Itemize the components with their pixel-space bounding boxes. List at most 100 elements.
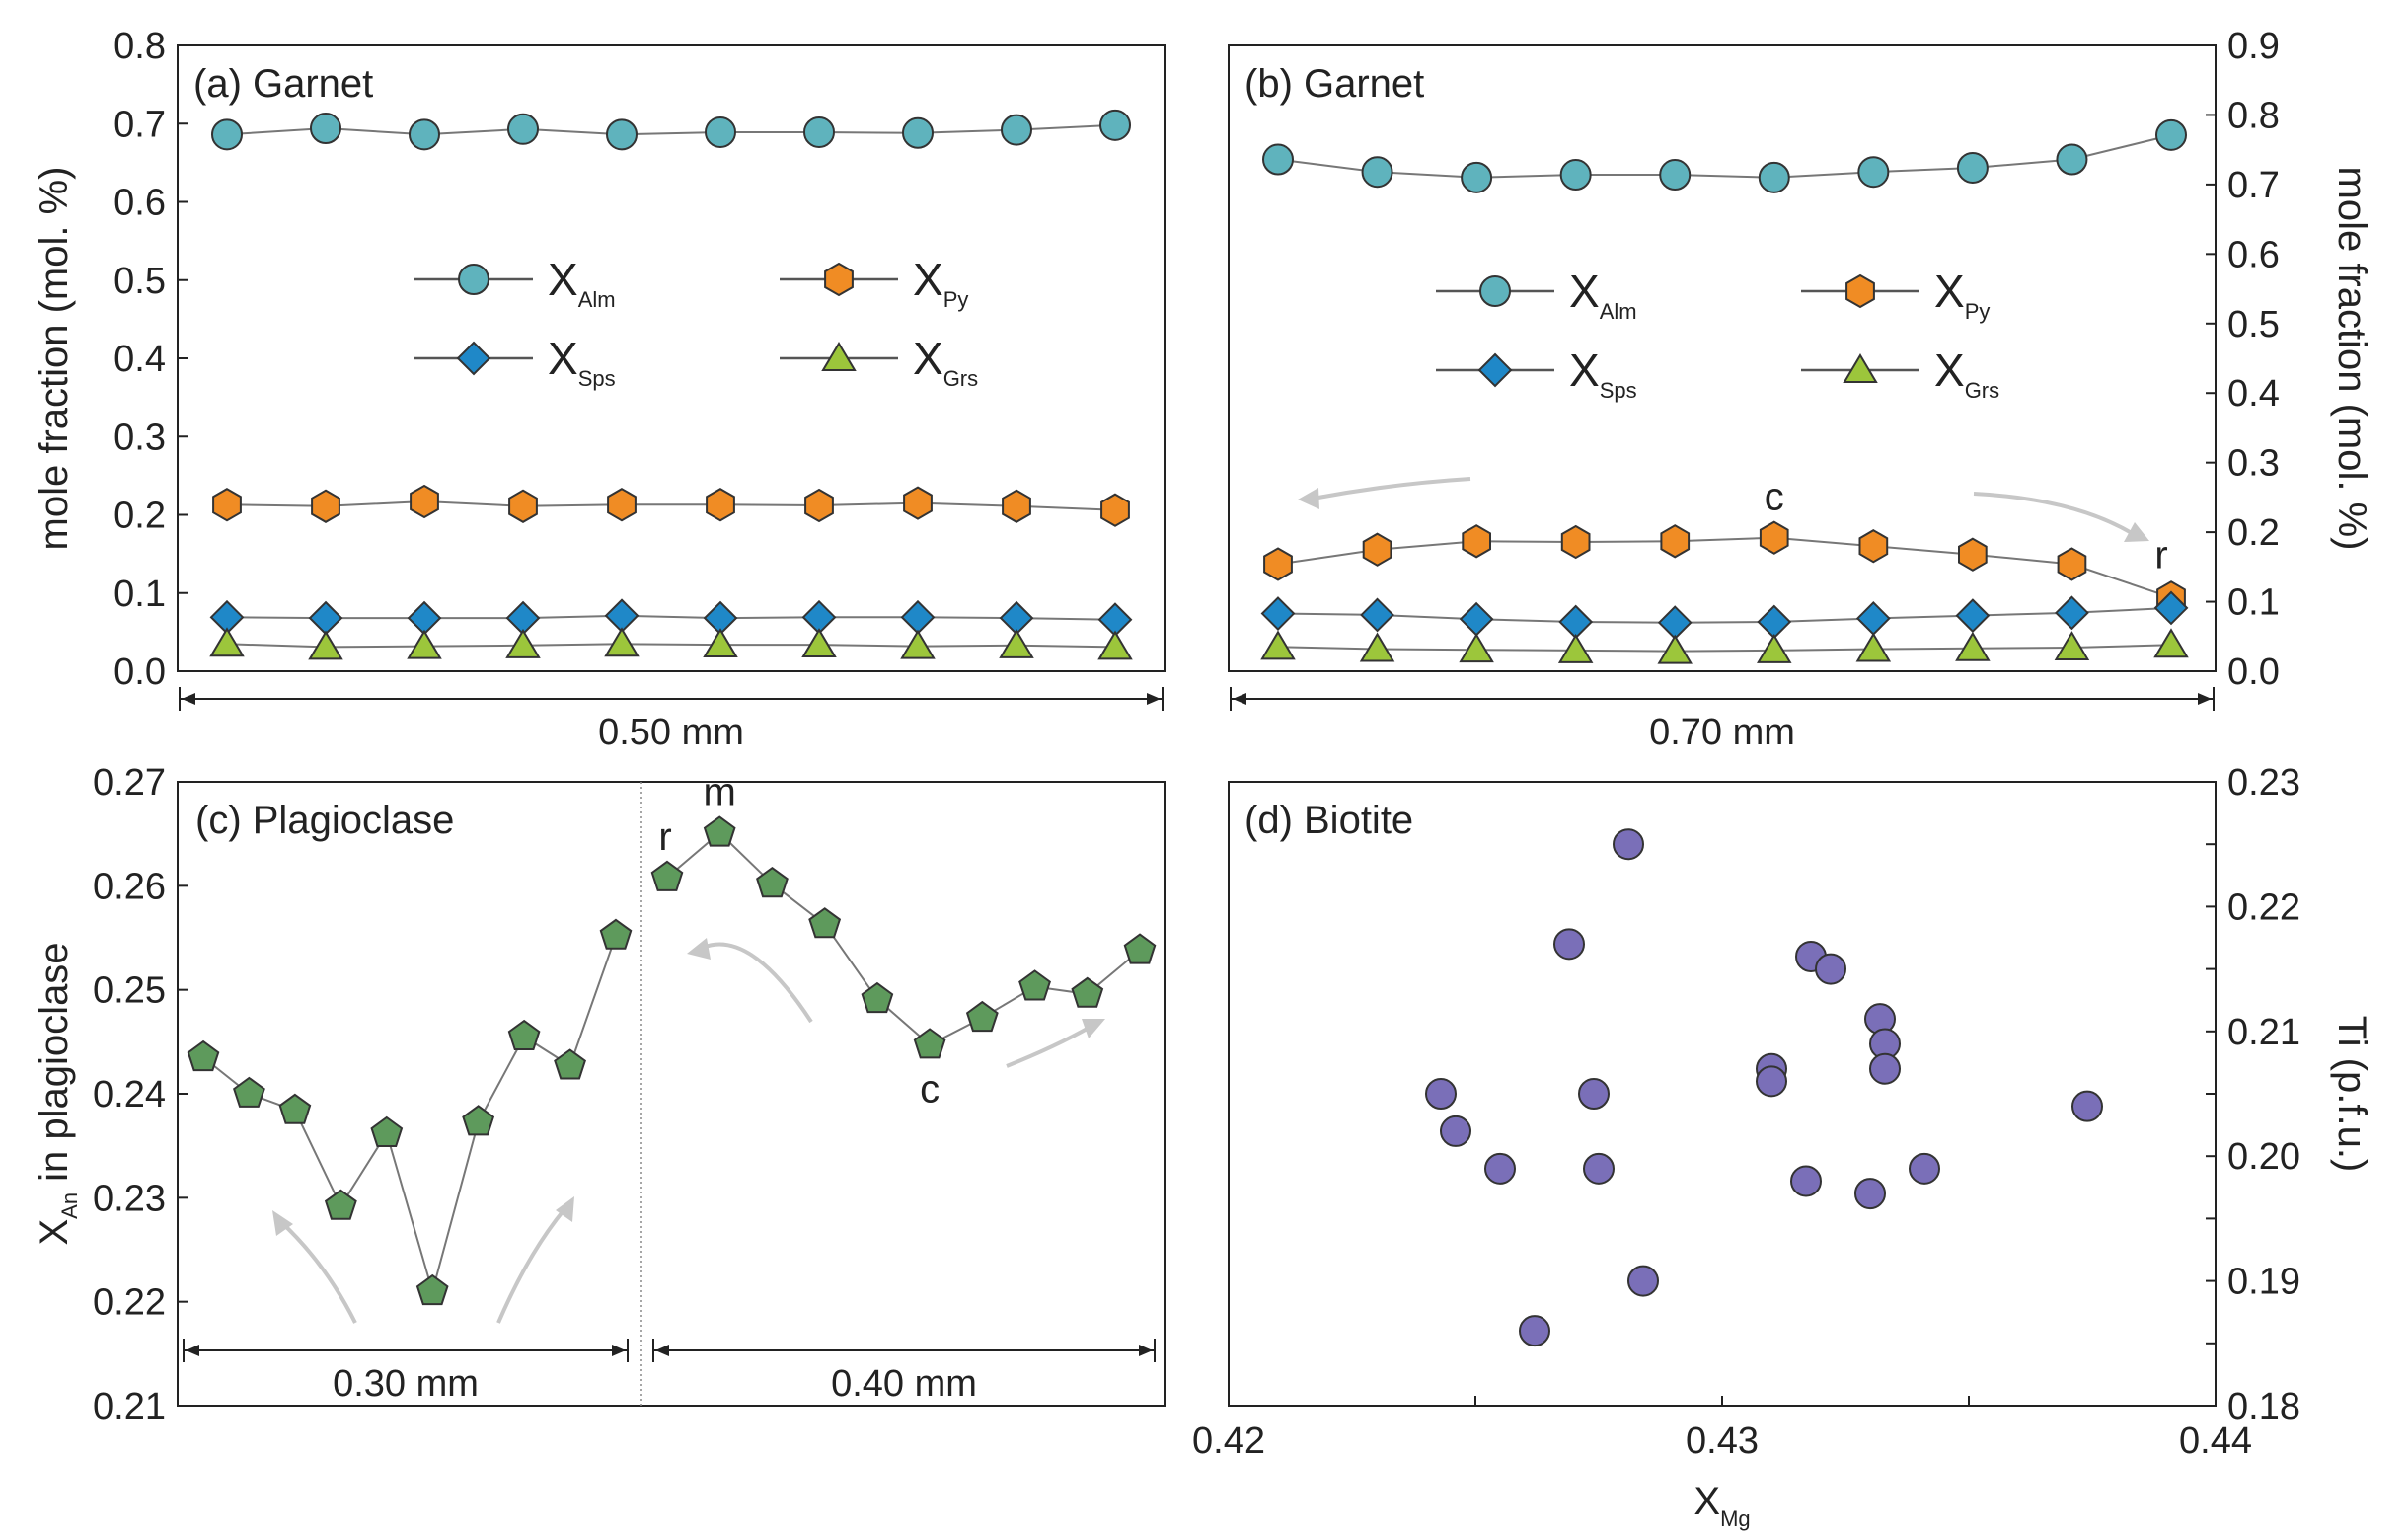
trend-arrow-b-left-head bbox=[1298, 488, 1319, 509]
scatter-point-d-15 bbox=[1583, 1152, 1615, 1185]
point-b-Alm-8 bbox=[1956, 151, 1989, 184]
point-b-Grs-6 bbox=[1757, 633, 1792, 663]
point-b-Grs-9 bbox=[2054, 631, 2090, 661]
y-tick-label-c-5: 0.26 bbox=[93, 866, 166, 907]
series-line-b-Alm bbox=[1277, 133, 2172, 179]
legend-b-marker-Sps bbox=[1477, 352, 1513, 388]
point-c-right-7 bbox=[965, 1000, 999, 1033]
y-tick-label-d-5: 0.23 bbox=[2227, 762, 2300, 804]
span-c-right-head-left bbox=[655, 1345, 669, 1356]
point-b-Sps-3 bbox=[1459, 601, 1494, 637]
point-a-Grs-6 bbox=[703, 628, 738, 658]
span-b-head-left bbox=[1233, 693, 1246, 705]
series-line-a-Py bbox=[226, 500, 1116, 511]
point-a-Grs-2 bbox=[308, 630, 343, 660]
y-tick-label-b-3: 0.3 bbox=[2227, 443, 2280, 485]
y-tick-label-a-1: 0.1 bbox=[113, 574, 166, 615]
panel-title-c: (c) Plagioclase bbox=[195, 799, 454, 842]
panel-d-biotite: 0.42 0.43 0.440.18 0.19 0.20 0.21 0.22 0.23 Ti (… bbox=[1192, 762, 2373, 1531]
panel-b-garnet: 0.0 0.1 0.2 0.3 0.4 0.5 0.6 0.7 0.8 0.9 mole fract… bbox=[1228, 26, 2373, 753]
series-line-a-Alm bbox=[226, 123, 1116, 136]
scatter-point-d-11 bbox=[1578, 1078, 1610, 1110]
y-tick-label-c-6: 0.27 bbox=[93, 762, 166, 804]
scatter-point-d-4 bbox=[1815, 953, 1846, 985]
series-line-c-left bbox=[202, 935, 617, 1295]
trend-arrow-c-4 bbox=[1006, 1025, 1091, 1068]
point-a-Py-10 bbox=[1100, 493, 1130, 527]
point-c-right-5 bbox=[861, 981, 894, 1014]
y-tick-label-d-2: 0.20 bbox=[2227, 1136, 2300, 1178]
point-b-Grs-8 bbox=[1955, 631, 1991, 661]
y-tick-label-c-4: 0.25 bbox=[93, 970, 166, 1012]
annotation-rim-c: r bbox=[658, 815, 671, 859]
point-b-Sps-8 bbox=[1955, 598, 1991, 634]
point-a-Grs-5 bbox=[604, 627, 640, 657]
span-b-head-right bbox=[2198, 693, 2212, 705]
point-b-Py-5 bbox=[1660, 524, 1691, 559]
scatter-point-d-12 bbox=[2071, 1090, 2103, 1122]
panel-a-garnet: 0.0 0.1 0.2 0.3 0.4 0.5 0.6 0.7 0.8 mole fraction… bbox=[33, 26, 1166, 753]
point-c-left-3 bbox=[278, 1093, 312, 1124]
panel-title-b: (b) Garnet bbox=[1244, 62, 1424, 106]
point-b-Py-1 bbox=[1263, 547, 1293, 581]
point-b-Py-3 bbox=[1462, 524, 1491, 559]
point-b-Grs-7 bbox=[1855, 632, 1892, 662]
point-b-Sps-7 bbox=[1855, 601, 1891, 636]
point-c-left-10 bbox=[599, 918, 633, 950]
point-a-Alm-4 bbox=[507, 113, 539, 145]
y-axis-label-d: Ti (p.f.u.) bbox=[2330, 1016, 2373, 1173]
trend-arrow-c-4-head bbox=[1082, 1019, 1105, 1038]
point-b-Alm-5 bbox=[1659, 159, 1692, 192]
scatter-point-d-1 bbox=[1613, 828, 1644, 861]
scatter-point-d-17 bbox=[1790, 1165, 1822, 1197]
point-a-Grs-9 bbox=[999, 628, 1034, 658]
span-c-left-head-left bbox=[186, 1345, 199, 1356]
point-c-left-4 bbox=[324, 1189, 357, 1220]
legend-a-label-Grs: XGrs bbox=[913, 333, 978, 391]
legend-a-marker-Py bbox=[824, 262, 854, 297]
point-b-Sps-5 bbox=[1657, 605, 1693, 641]
scatter-point-d-2 bbox=[1553, 928, 1585, 961]
point-c-right-9 bbox=[1071, 976, 1104, 1008]
point-a-Py-2 bbox=[311, 489, 340, 523]
point-b-Py-6 bbox=[1759, 520, 1789, 555]
series-line-a-Sps bbox=[226, 614, 1116, 621]
point-a-Alm-3 bbox=[409, 118, 440, 151]
point-a-Sps-2 bbox=[308, 600, 343, 636]
legend-a-label-Alm: XAlm bbox=[548, 254, 616, 312]
point-a-Grs-3 bbox=[407, 629, 442, 659]
point-a-Sps-5 bbox=[604, 598, 640, 634]
point-a-Alm-9 bbox=[1001, 114, 1032, 146]
scatter-point-d-7 bbox=[1869, 1052, 1901, 1085]
annotation-core-c: c bbox=[920, 1067, 940, 1111]
span-c-left-head-right bbox=[612, 1345, 626, 1356]
x-tick-label-d-1: 0.43 bbox=[1686, 1421, 1759, 1462]
point-a-Grs-8 bbox=[900, 629, 936, 659]
point-a-Py-5 bbox=[607, 488, 637, 522]
series-line-b-Grs bbox=[1277, 644, 2172, 653]
point-b-Grs-5 bbox=[1657, 634, 1693, 664]
point-a-Alm-1 bbox=[211, 118, 243, 151]
scatter-point-d-16 bbox=[1909, 1152, 1940, 1185]
annotation-rim-b: r bbox=[2154, 533, 2167, 577]
legend-b-marker-Py bbox=[1845, 273, 1875, 309]
point-a-Py-9 bbox=[1002, 489, 1031, 523]
point-a-Py-7 bbox=[804, 488, 834, 523]
y-tick-label-c-0: 0.21 bbox=[93, 1386, 166, 1427]
point-b-Alm-2 bbox=[1361, 156, 1393, 189]
point-a-Sps-3 bbox=[407, 600, 442, 636]
trend-arrow-b-left bbox=[1312, 477, 1471, 500]
y-tick-label-a-7: 0.7 bbox=[113, 104, 166, 145]
point-b-Alm-1 bbox=[1262, 143, 1294, 176]
y-tick-label-d-1: 0.19 bbox=[2227, 1262, 2300, 1303]
point-a-Grs-4 bbox=[505, 628, 541, 658]
point-a-Py-8 bbox=[903, 486, 933, 520]
y-tick-label-b-7: 0.7 bbox=[2227, 165, 2280, 206]
x-tick-label-d-0: 0.42 bbox=[1192, 1421, 1265, 1462]
y-tick-label-d-3: 0.21 bbox=[2227, 1012, 2300, 1053]
point-a-Grs-7 bbox=[801, 628, 837, 658]
point-b-Sps-6 bbox=[1757, 604, 1792, 640]
point-a-Alm-6 bbox=[705, 115, 736, 148]
point-b-Alm-10 bbox=[2155, 118, 2187, 151]
